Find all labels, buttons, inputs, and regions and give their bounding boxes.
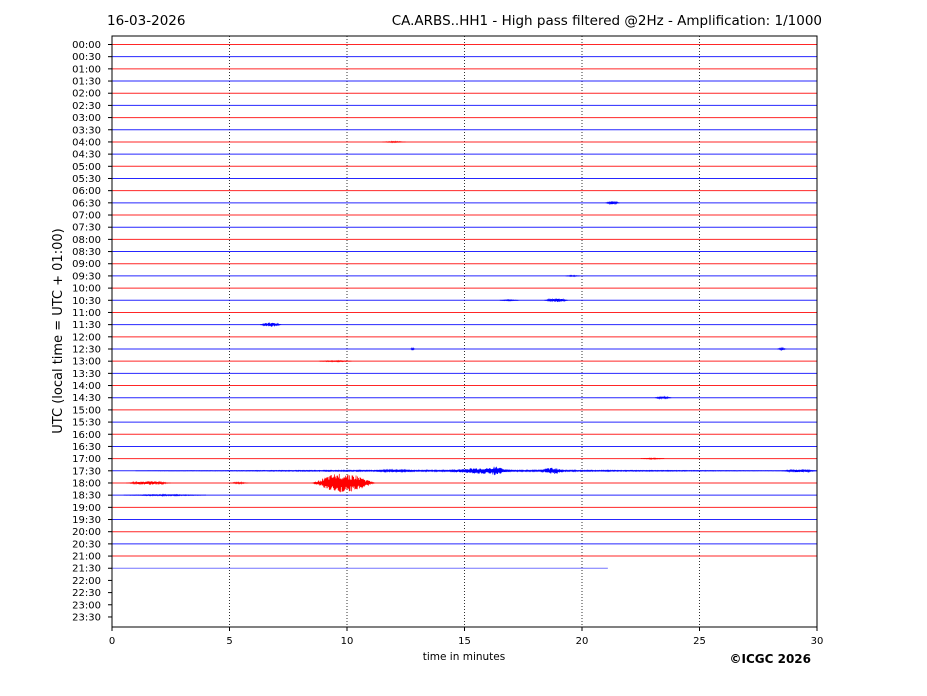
- x-axis-label: time in minutes: [423, 651, 505, 663]
- y-tick-label: 12:30: [72, 345, 101, 356]
- y-tick-label: 15:30: [72, 418, 101, 429]
- x-tick-label: 25: [693, 636, 706, 647]
- y-tick-label: 06:30: [72, 198, 101, 209]
- seismic-event: [544, 298, 568, 303]
- seismic-event: [640, 457, 665, 460]
- y-tick-label: 09:00: [72, 259, 101, 270]
- y-tick-label: 05:30: [72, 174, 101, 185]
- seismic-event: [483, 466, 507, 476]
- copyright-label: ©ICGC 2026: [729, 652, 811, 666]
- y-tick-label: 01:30: [72, 77, 101, 88]
- y-tick-label: 20:00: [72, 527, 101, 538]
- seismic-event: [499, 298, 519, 302]
- y-tick-label: 03:30: [72, 125, 101, 136]
- chart-title: CA.ARBS..HH1 - High pass filtered @2Hz -…: [392, 13, 822, 29]
- seismic-event: [539, 467, 566, 474]
- y-tick-label: 02:00: [72, 89, 101, 100]
- y-tick-label: 17:00: [72, 454, 101, 465]
- y-tick-label: 08:30: [72, 247, 101, 258]
- y-tick-label: 07:30: [72, 223, 101, 234]
- y-tick-label: 00:00: [72, 40, 101, 51]
- grid-lines: [229, 36, 700, 627]
- y-tick-label: 04:00: [72, 137, 101, 148]
- y-tick-label: 00:30: [72, 52, 101, 63]
- y-axis-label: UTC (local time = UTC + 01:00): [51, 228, 66, 433]
- y-tick-label: 16:00: [72, 430, 101, 441]
- y-tick-label: 04:30: [72, 150, 101, 161]
- y-tick-label: 05:00: [72, 162, 101, 173]
- seismic-event: [654, 395, 672, 400]
- y-tick-label: 19:30: [72, 515, 101, 526]
- x-tick-label: 5: [226, 636, 232, 647]
- y-tick-label: 07:00: [72, 211, 101, 222]
- y-tick-label: 11:30: [72, 320, 101, 331]
- x-tick-label: 20: [576, 636, 589, 647]
- y-tick-label: 21:00: [72, 552, 101, 563]
- seismic-event: [370, 468, 418, 474]
- y-tick-label: 10:30: [72, 296, 101, 307]
- seismic-event: [382, 140, 406, 144]
- seismic-event: [259, 322, 282, 327]
- seismic-events: [123, 140, 818, 497]
- seismic-event: [410, 347, 416, 351]
- date-label: 16-03-2026: [107, 13, 185, 29]
- seismic-event: [776, 346, 787, 352]
- y-tick-label: 13:00: [72, 357, 101, 368]
- y-tick-label: 14:30: [72, 393, 101, 404]
- y-tick-label: 18:00: [72, 478, 101, 489]
- y-tick-label: 17:30: [72, 466, 101, 477]
- y-tick-label: 14:00: [72, 381, 101, 392]
- y-tick-label: 01:00: [72, 64, 101, 75]
- y-tick-label: 03:00: [72, 113, 101, 124]
- seismic-event: [123, 493, 206, 497]
- y-tick-label: 08:00: [72, 235, 101, 246]
- y-tick-label: 21:30: [72, 564, 101, 575]
- y-tick-label: 20:30: [72, 539, 101, 550]
- seismic-event: [605, 200, 620, 206]
- x-tick-label: 30: [811, 636, 824, 647]
- y-tick-label: 15:00: [72, 405, 101, 416]
- y-tick-label: 22:00: [72, 576, 101, 587]
- y-tick-label: 11:00: [72, 308, 101, 319]
- y-tick-label: 18:30: [72, 491, 101, 502]
- y-tick-label: 12:00: [72, 332, 101, 343]
- y-tick-label: 09:30: [72, 271, 101, 282]
- x-tick-label: 0: [109, 636, 115, 647]
- seismic-event: [311, 473, 376, 493]
- y-tick-label: 19:00: [72, 503, 101, 514]
- seismic-event: [565, 274, 580, 278]
- x-axis: 0 5 10 15 20 25 30: [109, 627, 824, 647]
- x-tick-label: 10: [341, 636, 354, 647]
- seismic-event: [229, 481, 249, 485]
- seismic-event: [126, 480, 171, 486]
- y-tick-label: 23:30: [72, 612, 101, 623]
- y-tick-label: 02:30: [72, 101, 101, 112]
- y-tick-label: 13:30: [72, 369, 101, 380]
- x-tick-label: 15: [458, 636, 471, 647]
- seismic-event: [318, 359, 352, 363]
- y-tick-label: 16:30: [72, 442, 101, 453]
- y-tick-label: 23:00: [72, 600, 101, 611]
- y-tick-label: 06:00: [72, 186, 101, 197]
- y-tick-label: 22:30: [72, 588, 101, 599]
- y-tick-label: 10:00: [72, 284, 101, 295]
- seismic-event: [781, 468, 818, 474]
